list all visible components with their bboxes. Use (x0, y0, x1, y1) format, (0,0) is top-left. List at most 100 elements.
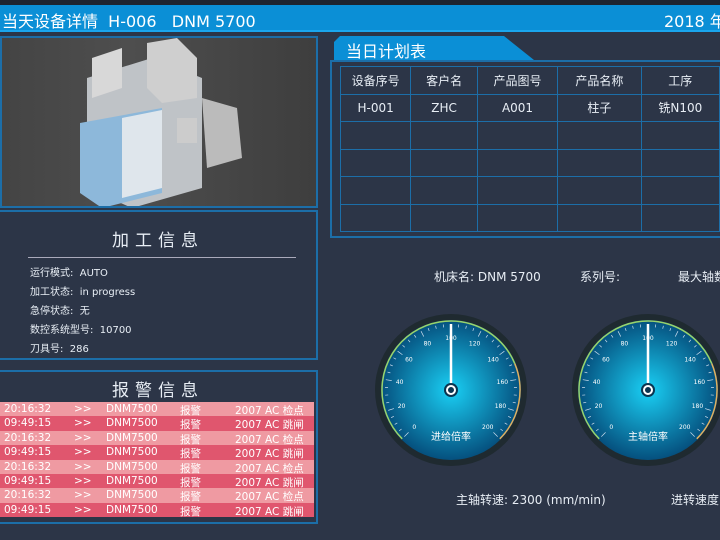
table-row[interactable] (339, 148, 720, 177)
table-cell (640, 148, 720, 177)
label: 数控系统型号: (30, 325, 94, 336)
column-header: 客户名 (410, 66, 478, 95)
alarm-msg: 2007 AC 跳闸 (235, 419, 304, 432)
alarm-machine: DNM7500 (106, 431, 158, 444)
alarm-sep: >> (74, 489, 92, 502)
spindle-speed: 主轴转速: 2300 (mm/min) (456, 493, 606, 507)
table-header-row: 设备序号 客户名 产品图号 产品名称 工序 (339, 66, 720, 95)
value: 10700 (99, 325, 132, 336)
gauge-tick-label: 120 (666, 341, 678, 348)
alarm-row[interactable]: 20:16:32 >> DNM7500 报警 2007 AC 检点 (0, 430, 314, 446)
table-cell: 铣N100 (640, 93, 720, 122)
table-row[interactable] (339, 203, 720, 232)
alarm-sep: >> (74, 446, 92, 459)
gauge-tick (420, 331, 425, 337)
info-row-tool: 刀具号: 286 (30, 340, 89, 355)
alarm-row[interactable]: 20:16:32 >> DNM7500 报警 2007 AC 检点 (0, 488, 314, 504)
table-cell (640, 176, 720, 205)
gauge-tick (704, 408, 711, 411)
alarm-panel: 报警信息 20:16:32 >> DNM7500 报警 2007 AC 检点 09:49:… (0, 370, 318, 524)
gauge-tick (582, 379, 589, 381)
alarm-row[interactable]: 20:16:32 >> DNM7500 报警 2007 AC 检点 (0, 459, 314, 475)
alarm-row[interactable]: 09:49:15 >> DNM7500 报警 2007 AC 跳闸 (0, 445, 314, 461)
table-cell (410, 203, 478, 232)
alarm-sep: >> (74, 503, 92, 516)
gauge-tick (404, 432, 409, 437)
alarm-sep: >> (74, 460, 92, 473)
gauge-tick-label: 140 (487, 356, 499, 363)
gauge-tick (511, 371, 515, 374)
gauge-tick (601, 432, 606, 437)
plan-panel (330, 60, 720, 238)
page-title: 当天设备详情 H-006 DNM 5700 (2, 12, 256, 31)
gauge-tick (604, 339, 608, 343)
feed-rate-gauge: 020406080100120140160180200进给倍率 (375, 314, 527, 466)
gauge-tick-label: 80 (424, 341, 432, 348)
gauge-tick (586, 364, 590, 367)
gauge-tick (702, 357, 706, 360)
alarm-row[interactable]: 20:16:32 >> DNM7500 报警 2007 AC 检点 (0, 402, 314, 417)
table-row[interactable]: H-001 ZHC A001 柱子 铣N100 (339, 93, 720, 122)
top-strip (0, 0, 720, 5)
info-row-cnc-model: 数控系统型号: 10700 (30, 321, 132, 336)
alarm-sep: >> (74, 417, 92, 430)
gauge-tick-label: 0 (609, 424, 613, 431)
alarm-row[interactable]: 09:49:15 >> DNM7500 报警 2007 AC 跳闸 (0, 502, 314, 518)
table-cell: A001 (476, 93, 559, 122)
alarm-sep: >> (74, 431, 92, 444)
alarm-msg: 2007 AC 跳闸 (235, 477, 304, 489)
alarm-machine: DNM7500 (106, 475, 158, 487)
alarm-row[interactable]: 09:49:15 >> DNM7500 报警 2007 AC 跳闸 (0, 416, 314, 432)
gauge-tick (508, 416, 512, 418)
gauge-tick (427, 327, 430, 332)
table-cell: 柱子 (557, 93, 642, 122)
gauge-arc (696, 363, 718, 440)
gauge-tick-label: 200 (679, 424, 691, 431)
alarm-row[interactable]: 09:49:15 >> DNM7500 报警 2007 AC 跳闸 (0, 474, 314, 489)
gauge-tick (584, 371, 588, 374)
gauge-tick (690, 432, 695, 437)
table-cell (339, 148, 412, 177)
table-row[interactable] (339, 121, 720, 150)
gauge-tick (669, 327, 672, 332)
alarm-time: 20:16:32 (4, 431, 52, 444)
gauge-tick (662, 325, 664, 329)
table-row[interactable] (339, 176, 720, 205)
table-cell (557, 148, 642, 177)
gauge-tick-label: 60 (602, 356, 610, 363)
gauge-tick (594, 350, 600, 356)
gauge-tick (485, 334, 488, 338)
alarm-time: 09:49:15 (4, 503, 52, 516)
alarm-type: 报警 (180, 477, 201, 489)
gauge-tick (705, 416, 709, 418)
alarm-type: 报警 (180, 433, 201, 446)
divider (28, 257, 296, 258)
value: 286 (69, 344, 89, 355)
gauge-tick (499, 350, 505, 356)
gauge-tick (688, 339, 692, 343)
gauge-tick (389, 364, 393, 367)
gauge-tick-label: 120 (469, 341, 481, 348)
alarm-msg: 2007 AC 跳闸 (235, 448, 304, 461)
gauge-tick (435, 325, 437, 329)
gauge-tick (507, 408, 514, 411)
tab-daily-plan[interactable]: 当日计划表 (334, 36, 534, 60)
gauge-tick-label: 0 (412, 424, 416, 431)
gauge-tick (472, 327, 475, 332)
alarm-type: 报警 (180, 491, 201, 504)
alarm-machine: DNM7500 (106, 446, 158, 459)
info-row-estop: 急停状态: 无 (30, 302, 90, 317)
gauge-tick-label: 200 (482, 424, 494, 431)
gauge-tick (587, 416, 591, 418)
alarm-type: 报警 (180, 448, 201, 461)
alarm-time: 20:16:32 (4, 403, 52, 415)
gauge-tick (701, 422, 705, 425)
column-header: 工序 (640, 66, 720, 95)
alarm-msg: 2007 AC 检点 (235, 491, 304, 504)
gauge-tick (595, 428, 599, 432)
gauge-tick (402, 344, 405, 348)
gauge-tick (617, 331, 622, 337)
processing-info-panel: 加工信息 运行模式: AUTO 加工状态: in progress 急停状态: … (0, 210, 318, 360)
table-cell (339, 176, 412, 205)
label: 刀具号: (30, 344, 64, 355)
